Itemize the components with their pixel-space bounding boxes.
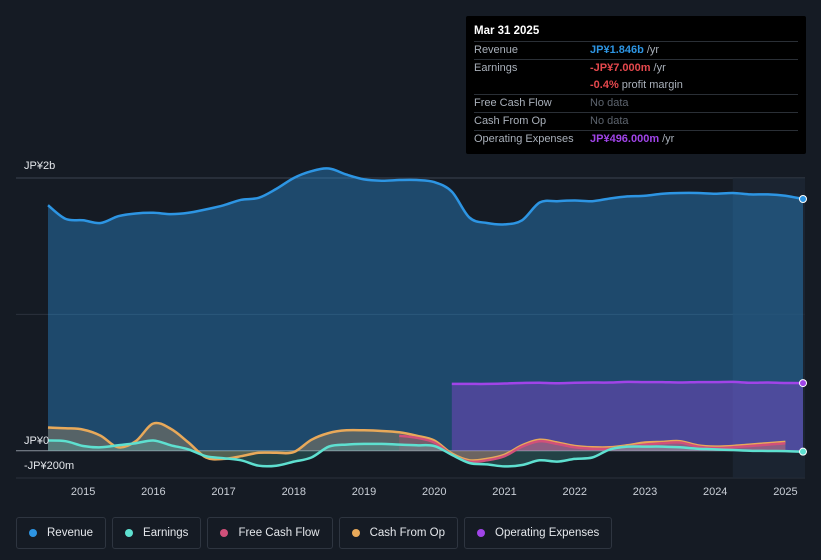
- gridlines: [16, 177, 805, 479]
- tooltip-row-revenue: Revenue JP¥1.846b /yr: [474, 42, 798, 60]
- line-revenue: [47, 167, 804, 226]
- area-operating-expenses: [451, 381, 803, 451]
- tooltip-unit: /yr: [662, 133, 675, 145]
- legend-label: Earnings: [143, 527, 189, 539]
- end-marker-operating-expenses: [799, 379, 807, 388]
- tooltip-value: -0.4%: [590, 79, 619, 91]
- area-cash-from-op: [48, 422, 786, 461]
- y-tick-label-top: JP¥2b: [24, 160, 56, 172]
- legend: Revenue Earnings Free Cash Flow Cash Fro…: [16, 517, 613, 549]
- series-lines: [47, 167, 804, 468]
- x-tick-label: 2024: [703, 486, 727, 498]
- tooltip-value: No data: [590, 115, 629, 127]
- y-tick-label-bottom: -JP¥200m: [24, 460, 75, 472]
- legend-dot-icon: [29, 529, 37, 537]
- series-end-markers: [799, 195, 807, 456]
- tooltip-label: Earnings: [474, 62, 518, 74]
- legend-dot-icon: [477, 529, 486, 537]
- x-tick-label: 2025: [773, 486, 797, 498]
- x-tick-label: 2023: [633, 486, 657, 498]
- tooltip-unit: /yr: [646, 44, 660, 56]
- legend-item-operating-expenses[interactable]: Operating Expenses: [464, 517, 613, 549]
- tooltip-row-fcf: Free Cash Flow No data: [474, 95, 798, 113]
- line-cash-from-op: [47, 421, 786, 462]
- y-tick-label-zero: JP¥0: [24, 435, 50, 447]
- tooltip-label: Free Cash Flow: [474, 97, 552, 109]
- x-tick-label: 2016: [141, 486, 165, 498]
- legend-item-free-cash-flow[interactable]: Free Cash Flow: [207, 517, 333, 549]
- tooltip-label: Cash From Op: [474, 115, 547, 127]
- legend-item-earnings[interactable]: Earnings: [112, 517, 202, 549]
- x-tick-label: 2019: [352, 486, 376, 498]
- x-axis: 2015 2016 2017 2018 2019 2020 2021 2022 2023 2024…: [71, 486, 798, 498]
- tooltip-value: -JP¥7.000m: [590, 62, 651, 74]
- x-tick-label: 2015: [71, 486, 95, 498]
- tooltip-row-margin: -0.4% profit margin: [474, 77, 798, 95]
- tooltip-unit: /yr: [653, 62, 666, 74]
- x-tick-label: 2017: [211, 486, 235, 498]
- legend-label: Free Cash Flow: [238, 527, 320, 539]
- x-tick-label: 2022: [563, 486, 587, 498]
- line-earnings: [47, 439, 804, 468]
- x-tick-label: 2021: [492, 486, 516, 498]
- tooltip-date: Mar 31 2025: [474, 23, 798, 42]
- tooltip-row-cfo: Cash From Op No data: [474, 113, 798, 131]
- chart: 2015 2016 2017 2018 2019 2020 2021 2022 2023 2024…: [16, 167, 807, 498]
- legend-label: Revenue: [47, 527, 94, 539]
- tooltip-row-opex: Operating Expenses JP¥496.000m /yr: [474, 131, 798, 148]
- tooltip-label: Revenue: [474, 44, 519, 56]
- legend-dot-icon: [351, 529, 360, 537]
- tooltip-row-earnings: Earnings -JP¥7.000m /yr: [474, 60, 798, 77]
- line-operating-expenses: [451, 380, 804, 386]
- legend-label: Cash From Op: [369, 527, 446, 539]
- forecast-region: [732, 178, 805, 478]
- tooltip-label: [474, 77, 590, 94]
- tooltip-unit: profit margin: [621, 79, 683, 91]
- end-marker-earnings: [799, 447, 807, 456]
- tooltip-value: JP¥496.000m: [590, 133, 660, 145]
- area-revenue: [48, 168, 803, 451]
- tooltip-label: Operating Expenses: [474, 133, 574, 145]
- x-tick-label: 2020: [422, 486, 446, 498]
- tooltip-value: No data: [590, 97, 629, 109]
- legend-item-revenue[interactable]: Revenue: [16, 517, 107, 549]
- tooltip-value: JP¥1.846b: [590, 44, 644, 56]
- legend-dot-icon: [125, 529, 134, 537]
- end-marker-revenue: [799, 195, 807, 203]
- tooltip: Mar 31 2025 Revenue JP¥1.846b /yr Earnin…: [466, 16, 806, 154]
- legend-dot-icon: [220, 529, 229, 537]
- legend-item-cash-from-op[interactable]: Cash From Op: [338, 517, 459, 549]
- x-tick-label: 2018: [282, 486, 306, 498]
- legend-label: Operating Expenses: [495, 527, 600, 539]
